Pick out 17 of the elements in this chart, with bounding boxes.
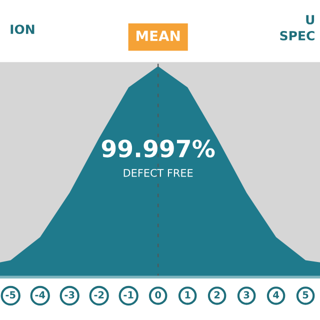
x-tick-label: 5 (302, 291, 308, 299)
x-tick-label: 1 (185, 291, 190, 298)
x-tick-label: 2 (214, 291, 220, 298)
x-tick-label: 0 (155, 291, 161, 299)
text: SPEC (280, 30, 314, 40)
x-tick-label: -4 (35, 291, 46, 298)
text: ION (10, 24, 34, 34)
text: U (306, 15, 314, 24)
x-tick-label: -2 (94, 291, 104, 298)
annotation: DEFECT FREE (124, 168, 193, 177)
x-tick-label: 4 (273, 291, 279, 298)
x-tick-label: 3 (244, 291, 250, 299)
x-tick-label: -1 (124, 291, 134, 298)
x-tick-label: -3 (64, 291, 74, 299)
annotation: 99.997% (102, 140, 215, 158)
ref-line-label: MEAN (136, 30, 180, 41)
x-tick-label: -5 (6, 291, 16, 299)
